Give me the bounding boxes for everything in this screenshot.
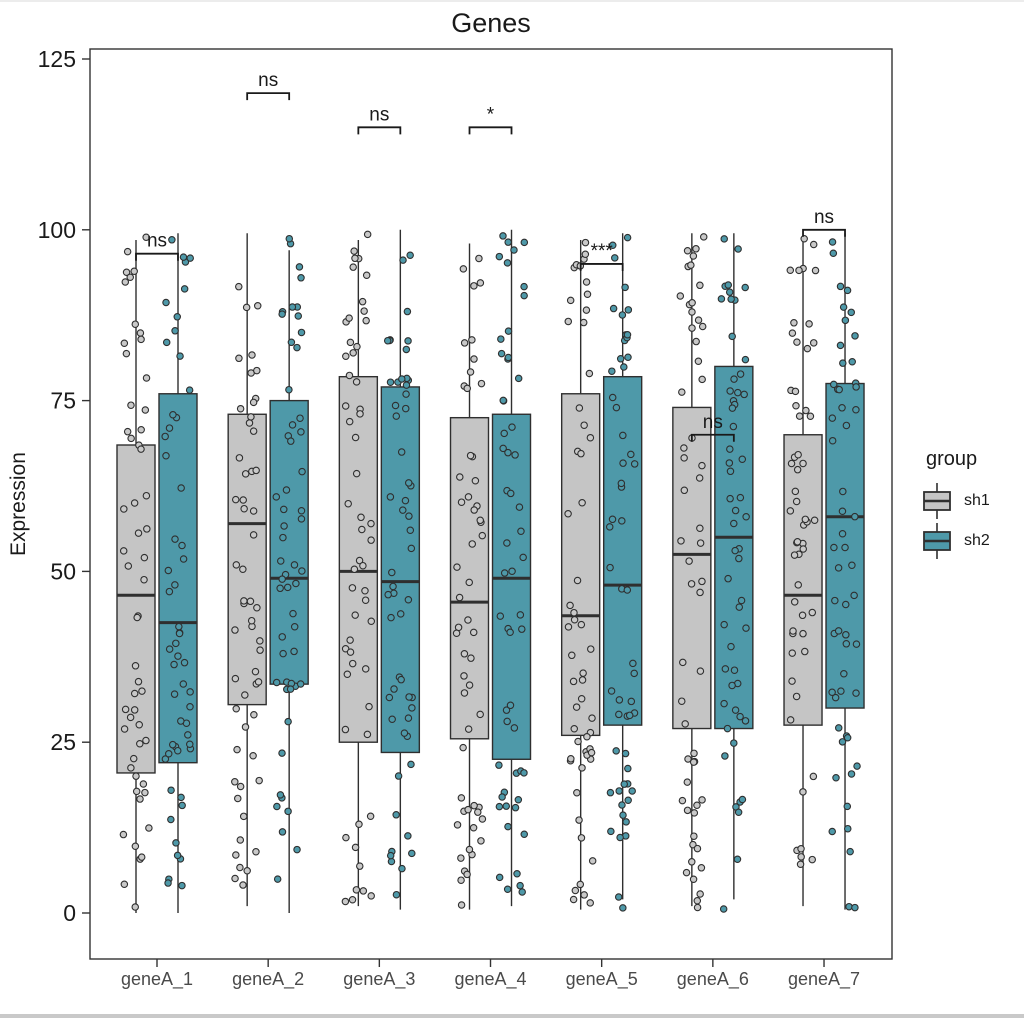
- x-axis: geneA_1 geneA_2 geneA_3 geneA_4 geneA_5 geneA…: [121, 959, 860, 990]
- significance-label: ns: [703, 412, 723, 433]
- boxplot-geneA_6-sh1: [672, 233, 712, 912]
- significance-bracket-geneA_5: ***: [579, 241, 624, 271]
- significance-bracket-geneA_3: ns: [357, 104, 402, 135]
- points-geneA_3-sh2: [383, 251, 416, 899]
- bracket-line: [468, 126, 513, 135]
- x-tick-label: geneA_1: [121, 969, 193, 990]
- significance-label: ***: [591, 241, 614, 262]
- points-geneA_5-sh2: [605, 233, 639, 912]
- box: [672, 406, 712, 730]
- y-tick-label: 75: [50, 388, 76, 414]
- boxplot-geneA_1-sh2: [158, 233, 198, 913]
- box: [449, 416, 490, 740]
- x-tick-label: geneA_7: [788, 969, 860, 990]
- significance-label: ns: [814, 207, 834, 228]
- bracket-line: [579, 263, 624, 271]
- boxplot-geneA_5-sh2: [602, 233, 643, 912]
- boxplot-geneA_4-sh2: [491, 229, 532, 907]
- legend-item-sh1: sh1: [920, 481, 1020, 521]
- points-geneA_1-sh2: [161, 236, 195, 890]
- chart-title: Genes: [451, 8, 531, 38]
- bracket-line: [802, 228, 846, 237]
- legend: group sh1 sh2: [920, 448, 1020, 561]
- points-geneA_6-sh1: [676, 233, 708, 912]
- y-tick-label: 25: [50, 729, 76, 755]
- boxplot-geneA_5-sh1: [560, 238, 601, 910]
- points-geneA_2-sh1: [231, 282, 264, 889]
- boxplot-geneA_7-sh1: [783, 234, 823, 907]
- box: [380, 386, 421, 754]
- points-geneA_4-sh1: [452, 254, 487, 909]
- boxplot-geneA_3-sh2: [380, 229, 421, 910]
- panel-border: [89, 48, 893, 960]
- boxplot-geneA_2-sh1: [227, 233, 267, 907]
- points-geneA_6-sh2: [717, 235, 750, 913]
- x-tick-label: geneA_3: [343, 969, 415, 990]
- legend-title: group: [926, 448, 978, 470]
- x-tick-label: geneA_2: [232, 969, 304, 990]
- significance-bracket-geneA_2: ns: [246, 70, 291, 101]
- box: [783, 434, 823, 726]
- x-tick-label: geneA_4: [454, 969, 526, 990]
- significance-bracket-geneA_1: ns: [135, 231, 179, 261]
- bracket-line: [135, 252, 179, 261]
- boxplot-key-icon: [923, 523, 951, 559]
- points-geneA_7-sh1: [786, 234, 820, 869]
- points-geneA_7-sh2: [828, 238, 861, 912]
- y-tick-label: 125: [38, 46, 76, 72]
- box: [560, 393, 601, 737]
- significance-label: ns: [147, 231, 167, 252]
- x-tick-label: geneA_6: [677, 969, 749, 990]
- significance-bracket-geneA_6: ns: [690, 412, 735, 442]
- bracket-line: [246, 92, 291, 101]
- y-tick-label: 50: [50, 558, 76, 584]
- box: [269, 399, 309, 685]
- legend-item-sh2: sh2: [920, 521, 1020, 561]
- box: [227, 413, 267, 706]
- points-geneA_2-sh2: [272, 234, 306, 883]
- points-geneA_3-sh1: [341, 230, 376, 906]
- boxplot-geneA_3-sh1: [338, 230, 379, 907]
- boxplot-geneA_2-sh2: [269, 234, 309, 913]
- y-tick-label: 0: [63, 900, 76, 926]
- points-geneA_5-sh1: [564, 238, 597, 907]
- significance-bracket-geneA_4: *: [468, 104, 513, 135]
- points-geneA_1-sh1: [119, 233, 153, 911]
- legend-item-label: sh1: [964, 492, 990, 509]
- boxplot-geneA_1-sh1: [116, 233, 156, 913]
- boxplot-geneA_6-sh2: [714, 233, 754, 913]
- y-tick-label: 100: [38, 217, 76, 243]
- boxplot-geneA_4-sh1: [449, 243, 490, 910]
- significance-label: ns: [369, 104, 389, 125]
- bracket-line: [357, 126, 402, 135]
- boxplot-geneA_7-sh2: [825, 233, 865, 912]
- points-geneA_4-sh2: [495, 232, 529, 896]
- significance-label: ns: [258, 70, 278, 91]
- bracket-line: [690, 433, 735, 442]
- y-axis: 0 25 50 75 100 125: [38, 46, 90, 926]
- significance-bracket-geneA_7: ns: [802, 207, 846, 237]
- boxplot-key-icon: [923, 483, 951, 519]
- significance-label: *: [487, 104, 495, 125]
- x-tick-label: geneA_5: [566, 969, 638, 990]
- legend-item-label: sh2: [964, 532, 990, 549]
